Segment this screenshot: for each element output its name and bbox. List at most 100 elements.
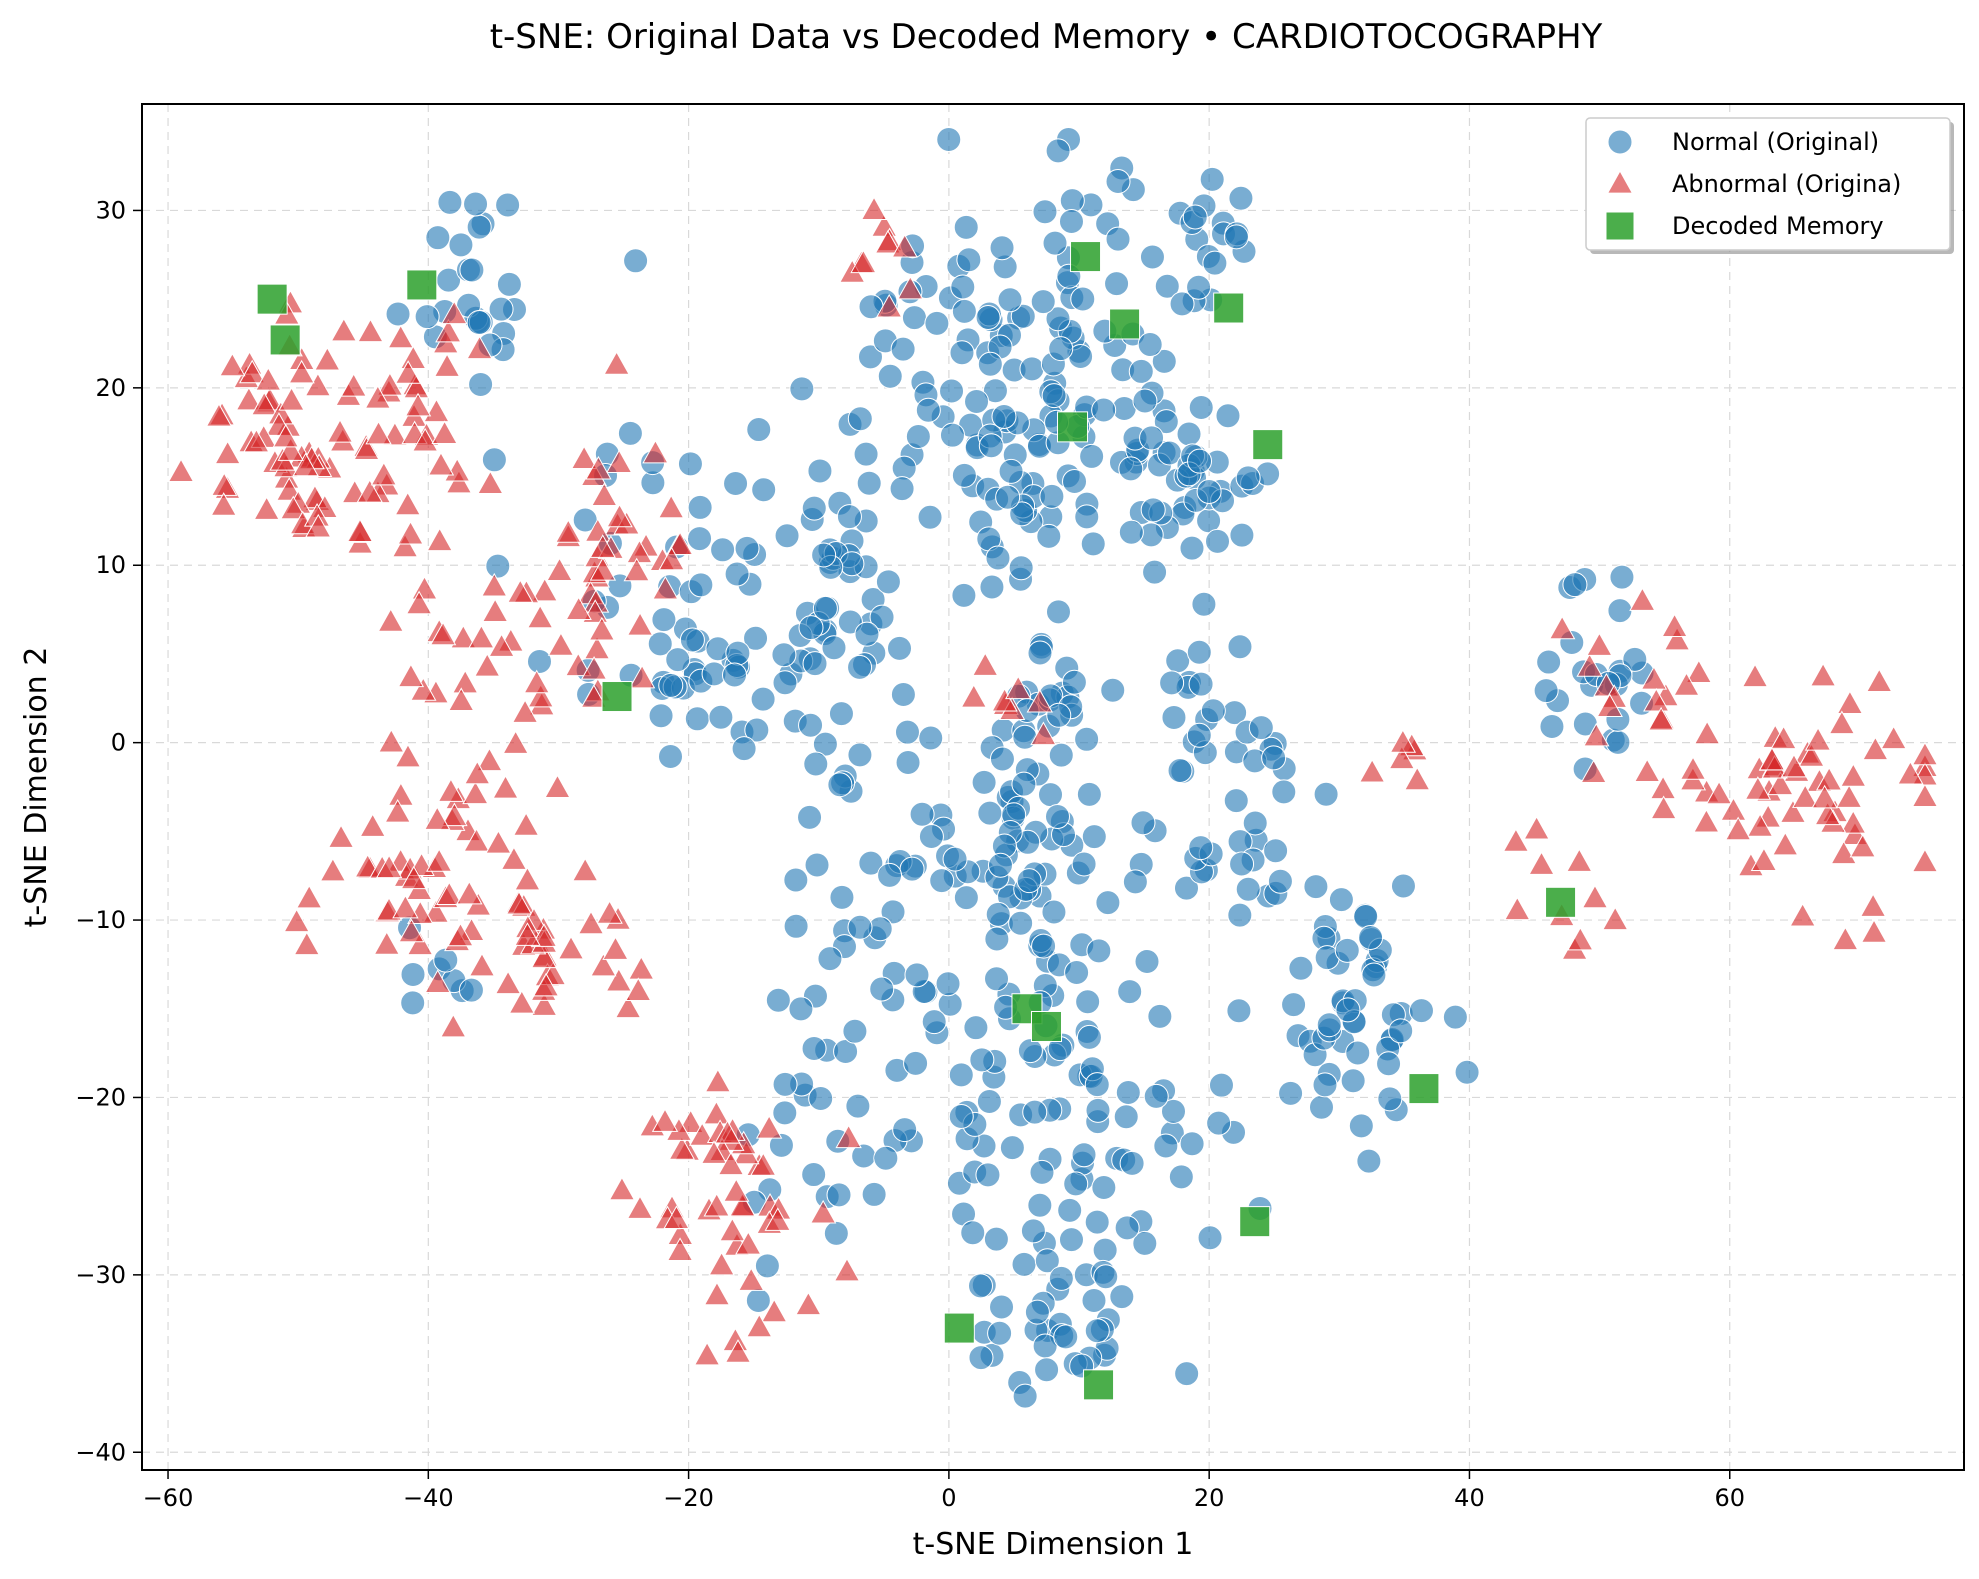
normal-point (1063, 1171, 1089, 1197)
normal-point (983, 1226, 1009, 1252)
normal-point (1142, 559, 1168, 585)
normal-point (929, 868, 955, 894)
normal-point (869, 976, 895, 1002)
normal-point (647, 631, 673, 657)
abnormal-point (1650, 795, 1677, 820)
normal-point (953, 885, 979, 911)
normal-point (1242, 810, 1268, 836)
abnormal-point (304, 372, 332, 397)
abnormal-point (474, 652, 501, 677)
normal-point (984, 926, 1010, 952)
abnormal-point (602, 936, 629, 960)
normal-point (731, 736, 757, 762)
decoded-memory-point (1083, 1369, 1115, 1401)
normal-point (839, 551, 865, 577)
abnormal-point (305, 513, 332, 538)
abnormal-point (1583, 722, 1610, 747)
normal-point (989, 235, 1015, 261)
normal-point (1104, 271, 1130, 297)
normal-point (1442, 1004, 1468, 1030)
normal-point (899, 856, 925, 882)
normal-point (976, 1088, 1002, 1114)
abnormal-point (511, 699, 539, 723)
decoded-memory-point (1109, 308, 1141, 340)
normal-point (688, 572, 714, 598)
abnormal-point (1779, 799, 1807, 823)
normal-point (1038, 782, 1064, 808)
abnormal-point (584, 518, 612, 542)
normal-point (745, 1287, 771, 1313)
normal-point (1118, 456, 1144, 482)
normal-point (1288, 955, 1314, 981)
abnormal-point (960, 683, 988, 708)
abnormal-point (809, 1199, 837, 1224)
abnormal-point (292, 452, 319, 477)
abnormal-point (860, 196, 888, 221)
normal-point (734, 535, 760, 561)
normal-point (677, 451, 703, 477)
normal-point (1045, 599, 1071, 625)
abnormal-point (447, 922, 474, 947)
x-tick-label: −20 (663, 1484, 714, 1512)
normal-point (1159, 670, 1185, 696)
normal-point (1012, 724, 1038, 750)
normal-point (496, 271, 522, 297)
abnormal-point (704, 1068, 732, 1093)
abnormal-point (448, 687, 475, 712)
normal-point (801, 1162, 827, 1188)
abnormal-point (441, 802, 468, 827)
decoded-memory-point (1030, 1010, 1062, 1042)
normal-point (1064, 960, 1090, 986)
y-tick-label: 30 (95, 196, 126, 224)
normal-point (1312, 1072, 1338, 1098)
normal-point (1080, 531, 1106, 557)
normal-point (1173, 875, 1199, 901)
normal-point (971, 769, 997, 795)
y-tick-label: 10 (95, 551, 126, 579)
abnormal-point (1741, 663, 1769, 688)
abnormal-point (411, 575, 438, 600)
decoded-memory-point (1213, 292, 1245, 324)
normal-point (1109, 1284, 1135, 1310)
normal-point (963, 1015, 989, 1041)
normal-point (798, 712, 824, 738)
abnormal-point (546, 557, 573, 581)
normal-point (828, 701, 854, 727)
abnormal-point (1770, 725, 1797, 750)
normal-point (1081, 824, 1107, 850)
plot-points (167, 126, 1939, 1409)
normal-point (836, 504, 862, 530)
normal-point (1113, 1104, 1139, 1130)
normal-point (1081, 1288, 1107, 1314)
normal-point (1062, 468, 1088, 494)
abnormal-point (251, 391, 278, 416)
normal-point (1117, 979, 1143, 1005)
normal-point (1016, 868, 1042, 894)
normal-point (433, 947, 459, 973)
abnormal-point (1358, 758, 1386, 783)
normal-point (1263, 838, 1289, 864)
y-tick-label: −20 (75, 1083, 126, 1111)
abnormal-point (677, 1109, 704, 1134)
y-tick-label: −30 (75, 1261, 126, 1289)
normal-point (684, 706, 710, 732)
abnormal-point (422, 899, 450, 923)
abnormal-point (761, 1298, 788, 1323)
normal-point (1058, 208, 1084, 234)
normal-point (651, 607, 677, 633)
normal-point (385, 301, 411, 327)
abnormal-point (243, 428, 270, 453)
abnormal-point (663, 1205, 690, 1229)
legend-box (1585, 117, 1951, 251)
normal-point (1061, 669, 1087, 695)
abnormal-point (377, 608, 404, 632)
normal-point (892, 1117, 918, 1143)
normal-point (939, 422, 965, 448)
abnormal-point (433, 353, 461, 377)
normal-point (1609, 564, 1635, 590)
decoded-memory-point (1239, 1206, 1271, 1238)
abnormal-point (1576, 653, 1603, 677)
normal-point (858, 850, 884, 876)
normal-point (772, 670, 798, 696)
